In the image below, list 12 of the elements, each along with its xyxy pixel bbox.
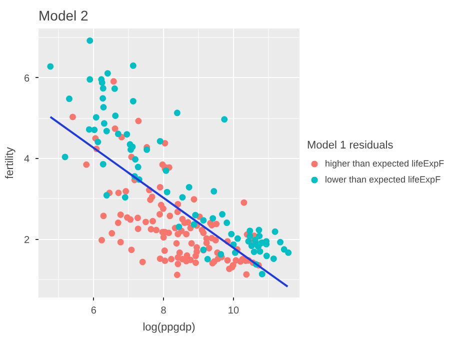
legend-label: higher than expected lifeExpF: [325, 157, 444, 170]
x-tick-label: 8: [160, 306, 167, 316]
y-tick-label: 2: [24, 234, 30, 246]
x-tick-label: 10: [228, 306, 240, 316]
x-tick-label: 6: [90, 306, 97, 316]
y-tick-label: 6: [24, 73, 30, 84]
legend-label: lower than expected lifeExpF: [325, 173, 441, 186]
legend-title: Model 1 residuals: [307, 139, 394, 151]
chart-title: Model 2: [38, 8, 89, 24]
x-axis-title: log(ppgdp): [142, 322, 196, 334]
y-tick-label: 4: [24, 154, 30, 166]
y-axis-title: fertility: [4, 146, 16, 179]
